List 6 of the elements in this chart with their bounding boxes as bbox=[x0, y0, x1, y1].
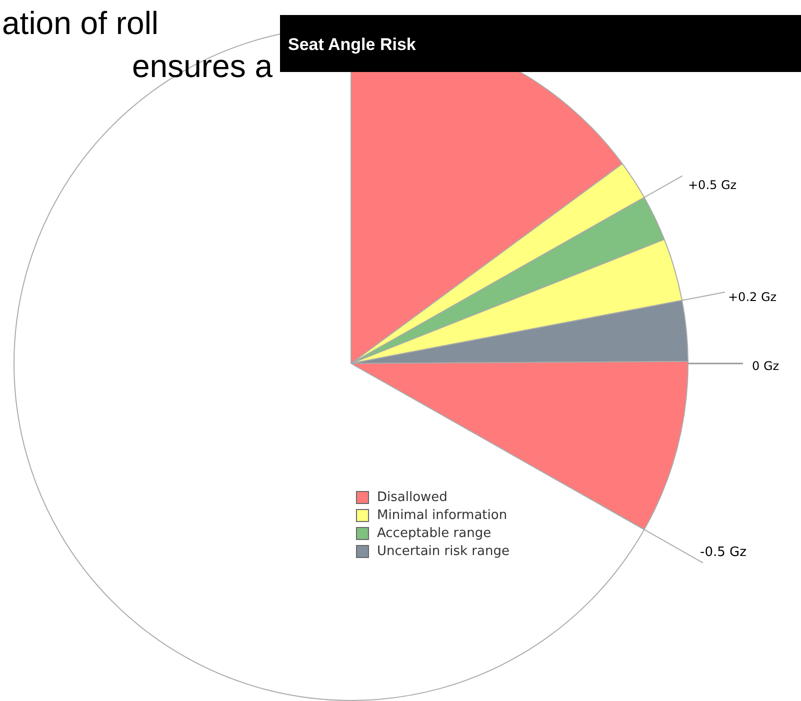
legend-label: Uncertain risk range bbox=[377, 544, 510, 558]
text: ensures a bbox=[132, 48, 273, 85]
text: ation of roll bbox=[2, 5, 159, 42]
text: 0 Gz bbox=[752, 359, 780, 373]
chart-title: Seat Angle Risk bbox=[280, 15, 801, 72]
text: -0.5 Gz bbox=[700, 545, 746, 560]
